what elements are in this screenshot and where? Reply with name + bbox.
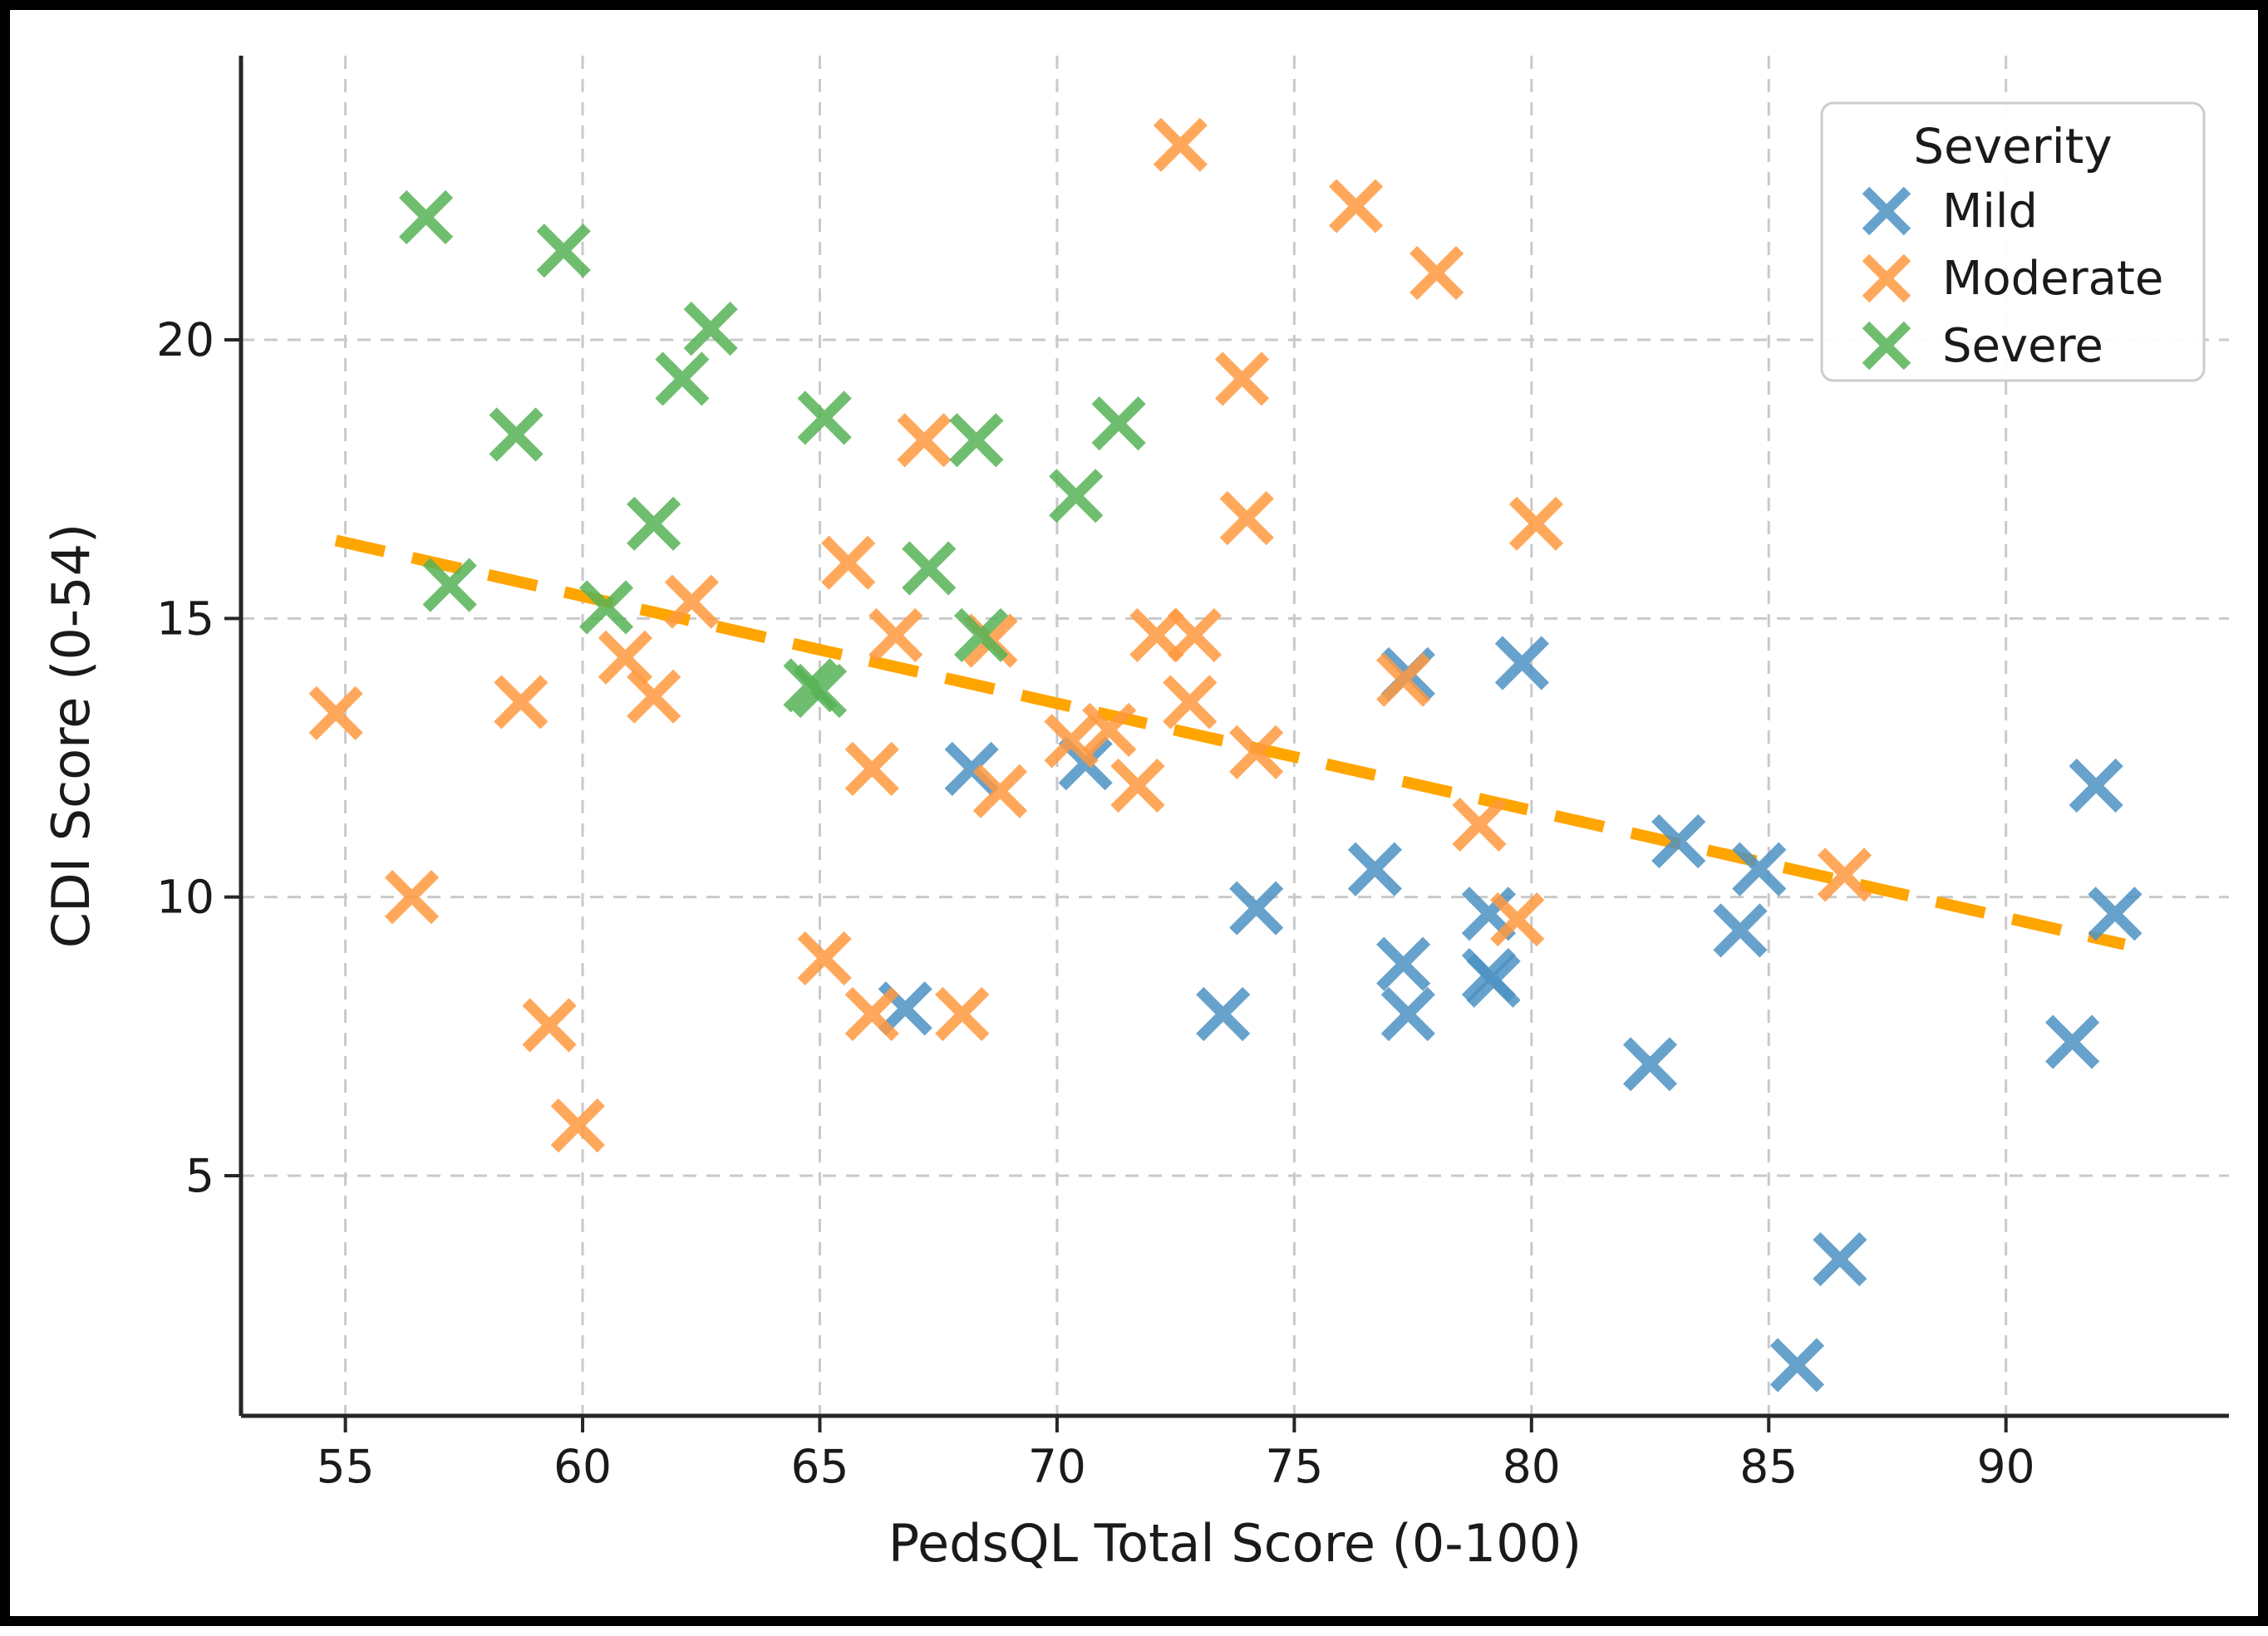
data-point-mild xyxy=(1813,1231,1867,1287)
data-point-severe xyxy=(792,663,848,719)
data-point-moderate xyxy=(1376,652,1431,707)
data-point-mild xyxy=(1380,986,1435,1042)
data-point-moderate xyxy=(1219,491,1274,546)
data-point-moderate xyxy=(598,630,653,685)
data-point-moderate xyxy=(972,764,1028,818)
data-point-severe xyxy=(627,496,681,551)
x-axis-label: PedsQL Total Score (0-100) xyxy=(888,1513,1582,1574)
legend-title: Severity xyxy=(1913,118,2113,174)
data-point-moderate xyxy=(550,1098,605,1153)
data-point-severe xyxy=(797,391,852,445)
data-point-mild xyxy=(1732,842,1787,897)
legend-item-label-severe: Severe xyxy=(1942,319,2103,373)
data-point-mild xyxy=(1229,881,1284,936)
data-point-severe xyxy=(422,558,477,612)
data-point-severe xyxy=(1049,469,1104,523)
data-point-moderate xyxy=(1082,702,1137,758)
data-point-moderate xyxy=(1490,892,1545,947)
data-point-moderate xyxy=(494,675,549,730)
x-tick-label: 80 xyxy=(1503,1440,1561,1493)
data-point-moderate xyxy=(1328,179,1384,233)
data-point-moderate xyxy=(522,998,577,1053)
data-point-moderate xyxy=(844,986,899,1042)
x-tick-label: 60 xyxy=(553,1440,612,1493)
data-point-severe xyxy=(953,607,1009,663)
data-point-mild xyxy=(1713,903,1768,958)
x-tick-label: 70 xyxy=(1028,1440,1086,1493)
severe-legend-marker-icon xyxy=(1862,321,1911,371)
data-point-moderate xyxy=(627,669,681,724)
data-point-mild xyxy=(2069,758,2123,813)
data-point-mild xyxy=(1769,1338,1825,1393)
y-tick-label: 20 xyxy=(156,313,214,366)
data-point-moderate xyxy=(1508,496,1564,551)
data-point-moderate xyxy=(1214,351,1270,406)
data-point-moderate xyxy=(664,574,719,629)
data-point-moderate xyxy=(821,535,876,590)
x-tick-label: 90 xyxy=(1977,1440,2035,1493)
data-point-moderate xyxy=(1153,117,1208,172)
x-tick-label: 85 xyxy=(1739,1440,1798,1493)
data-point-moderate xyxy=(844,741,899,796)
data-point-mild xyxy=(1466,953,1521,1008)
y-axis-label: CDI Score (0-54) xyxy=(41,523,101,948)
legend-box xyxy=(1820,101,2206,382)
data-point-severe xyxy=(949,413,1004,468)
y-tick-label: 10 xyxy=(156,871,214,924)
data-point-mild xyxy=(1196,986,1251,1042)
data-point-severe xyxy=(399,189,454,245)
data-point-severe xyxy=(1091,396,1146,451)
data-point-moderate xyxy=(1817,847,1872,902)
data-point-mild xyxy=(2088,887,2143,941)
x-tick-label: 75 xyxy=(1265,1440,1323,1493)
data-point-severe xyxy=(536,224,591,278)
y-tick-label: 15 xyxy=(156,592,214,645)
data-point-moderate xyxy=(1110,758,1165,813)
x-tick-label: 65 xyxy=(790,1440,849,1493)
data-point-mild xyxy=(2045,1015,2100,1069)
data-point-severe xyxy=(655,351,710,406)
data-point-moderate xyxy=(1229,725,1284,779)
data-point-moderate xyxy=(797,931,852,986)
cdi-pedsql-scatter-chart: 55 60 65 70 75 80 85 90 5 10 15 20 PedsQL Total Scor… xyxy=(41,56,2229,1574)
data-point-severe xyxy=(683,302,738,356)
data-point-moderate xyxy=(1452,797,1507,852)
data-point-moderate xyxy=(1410,245,1464,301)
legend-item-label-mild: Mild xyxy=(1942,184,2038,238)
data-point-moderate xyxy=(868,607,923,663)
trend-line xyxy=(334,534,2126,951)
legend-item-label-moderate: Moderate xyxy=(1942,252,2163,306)
data-point-moderate xyxy=(935,986,990,1042)
data-point-moderate xyxy=(897,413,952,468)
data-point-moderate xyxy=(308,685,363,740)
data-point-severe xyxy=(578,580,634,635)
data-point-moderate xyxy=(1167,607,1223,663)
data-point-mild xyxy=(1376,936,1431,991)
data-point-moderate xyxy=(384,870,440,925)
moderate-legend-marker-icon xyxy=(1862,253,1911,303)
data-point-severe xyxy=(489,407,544,462)
data-point-mild xyxy=(1347,842,1403,897)
y-tick-label: 5 xyxy=(185,1149,214,1202)
x-tick-label: 55 xyxy=(317,1440,375,1493)
data-point-mild xyxy=(1622,1037,1678,1092)
data-point-severe xyxy=(902,541,957,596)
data-point-mild xyxy=(1651,813,1706,869)
data-point-moderate xyxy=(1163,675,1218,730)
data-point-moderate xyxy=(1044,714,1099,769)
data-point-mild xyxy=(1494,636,1549,690)
mild-legend-marker-icon xyxy=(1862,186,1911,236)
